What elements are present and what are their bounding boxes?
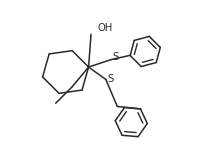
Text: S: S [107,74,114,84]
Text: OH: OH [98,24,113,34]
Text: S: S [112,52,118,62]
